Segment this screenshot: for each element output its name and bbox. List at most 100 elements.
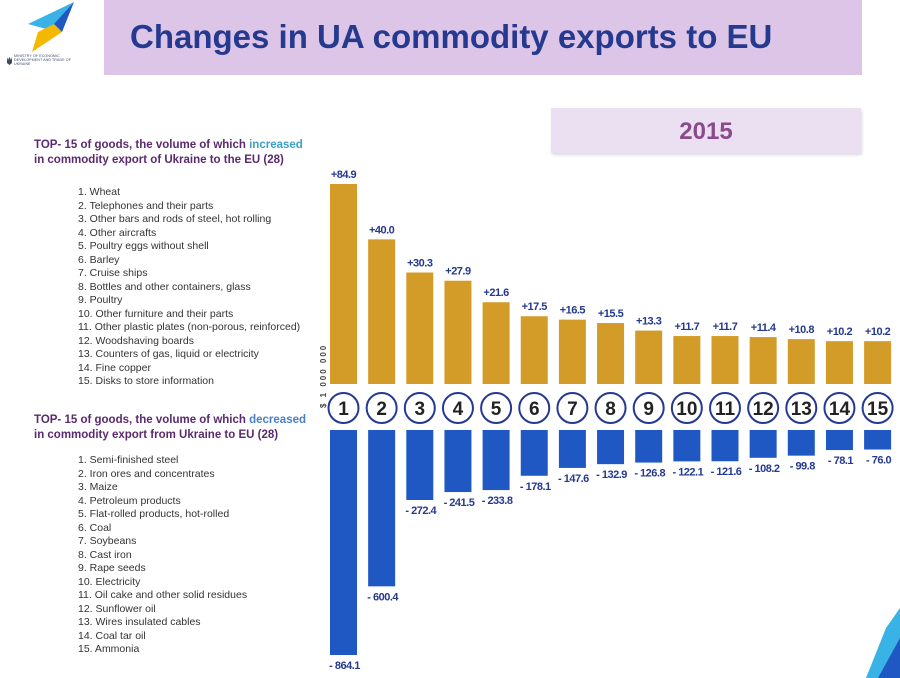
ministry-emblem-icon bbox=[28, 2, 74, 52]
category-circle bbox=[518, 392, 551, 424]
decrease-bar bbox=[825, 430, 853, 451]
increase-value-label: +30.3 bbox=[407, 258, 433, 270]
increase-bar bbox=[558, 319, 586, 384]
decrease-value-label: - 126.8 bbox=[634, 468, 665, 480]
increased-goods-item: 11. Other plastic plates (non-porous, re… bbox=[78, 321, 301, 333]
decrease-value-label: - 233.8 bbox=[482, 495, 513, 507]
corner-decoration bbox=[866, 608, 900, 678]
decrease-bar bbox=[749, 430, 777, 458]
increase-bar bbox=[635, 330, 663, 384]
decrease-bar bbox=[558, 430, 586, 468]
increase-bar bbox=[406, 272, 434, 384]
category-circle bbox=[861, 392, 894, 424]
year-box: 2015 bbox=[551, 108, 861, 153]
decreased-heading: TOP- 15 of goods, the volume of which de… bbox=[34, 413, 306, 442]
decrease-bar bbox=[520, 430, 548, 476]
decrease-value-label: - 122.1 bbox=[672, 466, 703, 478]
increase-bar bbox=[444, 280, 472, 384]
decrease-bar bbox=[864, 430, 892, 450]
decreased-goods-item: 12. Sunflower oil bbox=[78, 602, 156, 615]
category-circle bbox=[747, 392, 780, 424]
decrease-bar bbox=[787, 430, 815, 456]
decrease-value-label: - 241.5 bbox=[444, 497, 475, 509]
increase-value-label: +84.9 bbox=[331, 169, 357, 181]
decrease-value-label: - 99.8 bbox=[790, 461, 816, 473]
increase-bar bbox=[597, 323, 625, 384]
increased-goods-item: 10. Other furniture and their parts bbox=[78, 307, 234, 320]
decrease-bar bbox=[673, 430, 701, 462]
category-circle bbox=[594, 392, 627, 424]
decreased-goods-item: 1. Semi-finished steel bbox=[78, 454, 179, 466]
increased-goods-item: 12. Woodshaving boards bbox=[78, 334, 194, 347]
decrease-bar bbox=[330, 430, 357, 655]
decreased-goods-item: 13. Wires insulated cables bbox=[78, 616, 201, 628]
increase-value-label: +16.5 bbox=[560, 305, 586, 317]
increase-value-label: +11.4 bbox=[751, 322, 777, 334]
category-circle bbox=[327, 392, 360, 424]
increase-bar bbox=[520, 316, 548, 384]
decreased-goods-item: 2. Iron ores and concentrates bbox=[78, 467, 215, 480]
increased-goods-item: 2. Telephones and their parts bbox=[78, 199, 214, 212]
decreased-goods-item: 10. Electricity bbox=[78, 575, 141, 588]
increased-goods-item: 7. Cruise ships bbox=[78, 267, 148, 279]
decreased-heading-prefix: TOP- 15 of goods, the volume of which bbox=[34, 414, 250, 426]
increased-goods-item: 15. Disks to store information bbox=[78, 375, 214, 387]
category-tick-label: 1 bbox=[338, 399, 349, 420]
decrease-bar bbox=[482, 430, 510, 491]
year-label: 2015 bbox=[679, 118, 733, 145]
category-tick-label: 12 bbox=[753, 399, 774, 420]
category-circle bbox=[785, 392, 818, 424]
decrease-value-label: - 108.2 bbox=[749, 463, 780, 475]
decrease-value-label: - 78.1 bbox=[828, 455, 854, 467]
decreased-goods-list: 1. Semi-finished steel 2. Iron ores and c… bbox=[78, 454, 247, 657]
category-circle bbox=[823, 392, 856, 424]
increase-bar bbox=[482, 302, 510, 384]
increase-value-label: +21.6 bbox=[483, 287, 509, 299]
decrease-bar bbox=[711, 430, 739, 462]
increase-bar bbox=[330, 184, 357, 384]
category-circle bbox=[709, 392, 741, 424]
decreased-heading-keyword: decreased bbox=[249, 414, 307, 426]
trident-icon bbox=[7, 57, 12, 65]
increase-bar bbox=[787, 339, 815, 384]
decrease-bar bbox=[635, 430, 663, 463]
increase-bar bbox=[711, 336, 739, 384]
category-tick-label: 14 bbox=[829, 399, 851, 420]
decreased-goods-item: 14. Coal tar oil bbox=[78, 629, 146, 642]
decreased-goods-item: 3. Maize bbox=[78, 481, 118, 493]
increased-goods-item: 9. Poultry bbox=[78, 294, 123, 306]
increase-value-label: +10.8 bbox=[789, 324, 815, 336]
increase-value-label: +11.7 bbox=[674, 321, 699, 333]
increase-bar bbox=[825, 341, 853, 384]
increased-goods-item: 6. Barley bbox=[78, 253, 120, 266]
decreased-goods-item: 5. Flat-rolled products, hot-rolled bbox=[78, 508, 230, 520]
decreased-goods-item: 7. Soybeans bbox=[78, 535, 137, 547]
increased-goods-item: 5. Poultry eggs without shell bbox=[78, 240, 209, 252]
decrease-bar bbox=[368, 430, 396, 587]
category-tick-label: 6 bbox=[529, 399, 540, 420]
ministry-logo: MINISTRY OF ECONOMIC DEVELOPMENT AND TRA… bbox=[6, 2, 86, 72]
decrease-bar bbox=[406, 430, 434, 500]
increase-value-label: +27.9 bbox=[445, 266, 471, 278]
decrease-value-label: - 864.1 bbox=[329, 660, 360, 672]
category-tick-label: 8 bbox=[605, 399, 616, 420]
category-circle bbox=[670, 392, 703, 424]
title-band bbox=[104, 0, 862, 75]
increased-goods-item: 4. Other aircrafts bbox=[78, 226, 157, 239]
category-tick-label: 9 bbox=[643, 399, 654, 420]
decrease-value-label: - 147.6 bbox=[558, 473, 589, 485]
decreased-heading-line2: in commodity export from Ukraine to EU (… bbox=[34, 428, 279, 441]
page-title: Changes in UA commodity exports to EU bbox=[130, 18, 773, 55]
increased-heading-keyword: increased bbox=[249, 139, 303, 151]
increased-goods-item: 8. Bottles and other containers, glass bbox=[78, 280, 251, 293]
ministry-logo-text: MINISTRY OF ECONOMIC DEVELOPMENT AND TRA… bbox=[14, 54, 71, 67]
decrease-value-label: - 600.4 bbox=[367, 591, 399, 603]
increased-heading: TOP- 15 of goods, the volume of which in… bbox=[34, 138, 303, 167]
category-tick-label: 11 bbox=[715, 399, 736, 420]
increase-bar bbox=[673, 336, 701, 384]
category-tick-label: 5 bbox=[491, 399, 502, 420]
category-circle bbox=[632, 392, 665, 424]
increased-heading-prefix: TOP- 15 of goods, the volume of which bbox=[34, 139, 250, 151]
category-circle bbox=[480, 392, 513, 424]
